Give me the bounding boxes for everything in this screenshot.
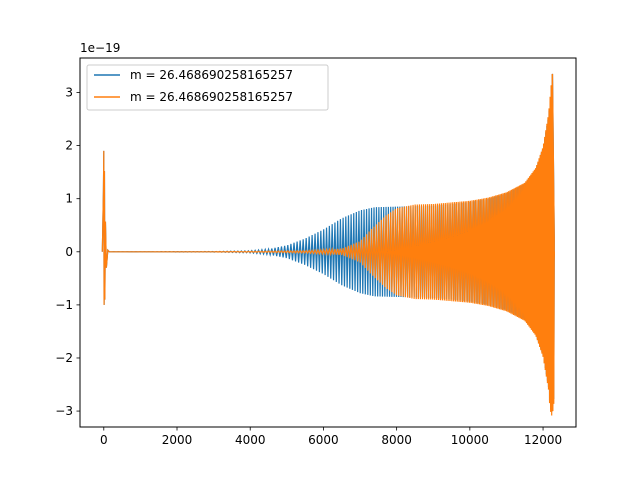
y-tick-label: 0 [65,245,73,259]
x-tick-label: 2000 [162,433,193,447]
x-tick-label: 0 [100,433,108,447]
y-tick-label: −3 [55,404,73,418]
legend-frame [86,64,329,111]
legend-label-series-1: m = 26.468690258165257 [130,68,293,82]
plot-area [79,57,577,428]
y-offset-label: 1e−19 [80,41,120,55]
x-tick-label: 8000 [381,433,412,447]
axes-frame [79,57,577,428]
x-tick-label: 12000 [524,433,562,447]
legend: m = 26.468690258165257 m = 26.4686902581… [86,64,329,111]
y-axis: −3 −2 −1 0 1 2 3 [55,86,80,418]
series-line-2 [101,73,555,416]
x-axis: 0 2000 4000 6000 8000 10000 12000 [100,427,562,447]
x-tick-label: 10000 [451,433,489,447]
y-tick-label: −1 [55,298,73,312]
legend-label-series-2: m = 26.468690258165257 [130,90,293,104]
x-tick-label: 6000 [308,433,339,447]
y-tick-label: −2 [55,351,73,365]
y-tick-label: 1 [65,192,73,206]
y-tick-label: 2 [65,139,73,153]
x-tick-label: 4000 [235,433,266,447]
series-layer [101,73,555,416]
y-tick-label: 3 [65,86,73,100]
